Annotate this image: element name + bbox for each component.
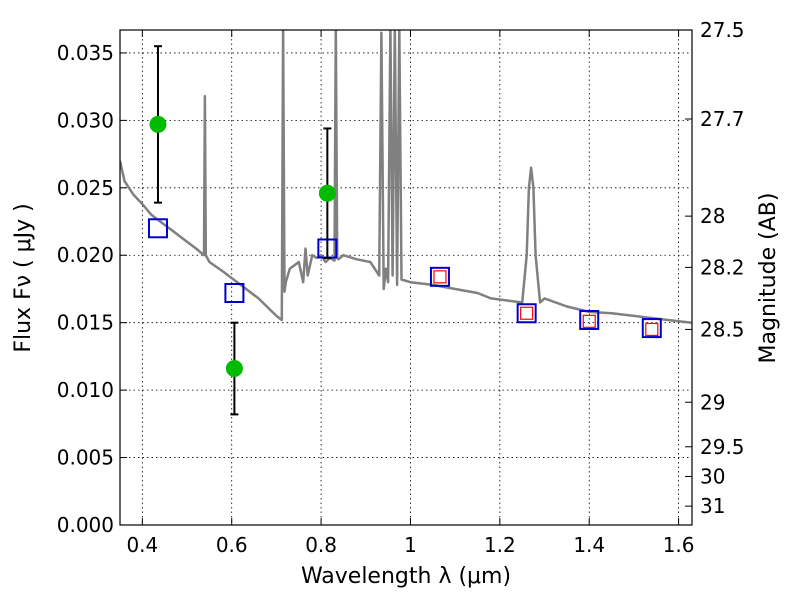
y-tick-label: 0.005 [57, 446, 114, 470]
model-photometry-point [147, 218, 168, 239]
observed-photometry-layer [149, 45, 336, 416]
model-spectrum-layer [120, 30, 692, 324]
y2-tick-label: 29 [700, 390, 725, 414]
x-tick-label: 0.8 [305, 533, 337, 557]
upper-limit-point [433, 270, 447, 284]
observed-point [225, 360, 243, 378]
x-tick-label: 1 [404, 533, 417, 557]
y-tick-label: 0.010 [57, 378, 114, 402]
y2-tick-label: 31 [700, 494, 725, 518]
y-tick-labels: 0.000 0.005 0.010 0.015 0.020 0.025 0.030 0.035 [57, 41, 114, 537]
upper-limit-point [582, 314, 596, 328]
x-tick-label: 1.2 [484, 533, 516, 557]
x-tick-labels: 0.4 0.6 0.8 1 1.2 1.4 1.6 [126, 533, 694, 557]
x-tick-label: 0.6 [216, 533, 248, 557]
observed-point [149, 115, 167, 133]
upper-limit-layer [433, 270, 659, 337]
y2-tick-label: 30 [700, 464, 725, 488]
y-tick-label: 0.020 [57, 243, 114, 267]
y2-axis-label: Magnitude (AB) [756, 193, 781, 364]
model-photometry-layer [147, 218, 662, 339]
y-tick-label: 0.030 [57, 108, 114, 132]
y2-tick-labels: 27.5 27.7 28 28.2 28.5 29 29.5 30 31 [700, 18, 745, 518]
y2-tick-label: 27.5 [700, 18, 745, 42]
y-tick-label: 0.000 [57, 513, 114, 537]
observed-point [318, 184, 336, 202]
y-axis-label: Flux Fν ( μJy ) [11, 203, 36, 352]
y2-tick-label: 27.7 [700, 107, 745, 131]
y-tick-label: 0.035 [57, 41, 114, 65]
y-tick-label: 0.015 [57, 311, 114, 335]
y-tick-label: 0.025 [57, 176, 114, 200]
plot-frame [119, 29, 693, 526]
model-photometry-point [579, 309, 600, 330]
x-tick-label: 1.6 [663, 533, 695, 557]
y2-tick-label: 28 [700, 204, 725, 228]
x-axis-label: Wavelength λ (μm) [301, 564, 511, 589]
model-photometry-point [641, 318, 662, 339]
x-tick-label: 1.4 [573, 533, 605, 557]
model-photometry-point [224, 283, 245, 304]
x-tick-label: 0.4 [126, 533, 158, 557]
model-photometry-point [516, 303, 537, 324]
y2-tick-label: 29.5 [700, 435, 745, 459]
upper-limit-point [520, 306, 534, 320]
axis-ticks [120, 29, 692, 526]
upper-limit-point [645, 322, 659, 337]
model-spectrum-line [120, 30, 692, 324]
y2-tick-label: 28.5 [700, 317, 745, 341]
model-photometry-point [429, 266, 450, 287]
y2-tick-label: 28.2 [700, 255, 745, 279]
